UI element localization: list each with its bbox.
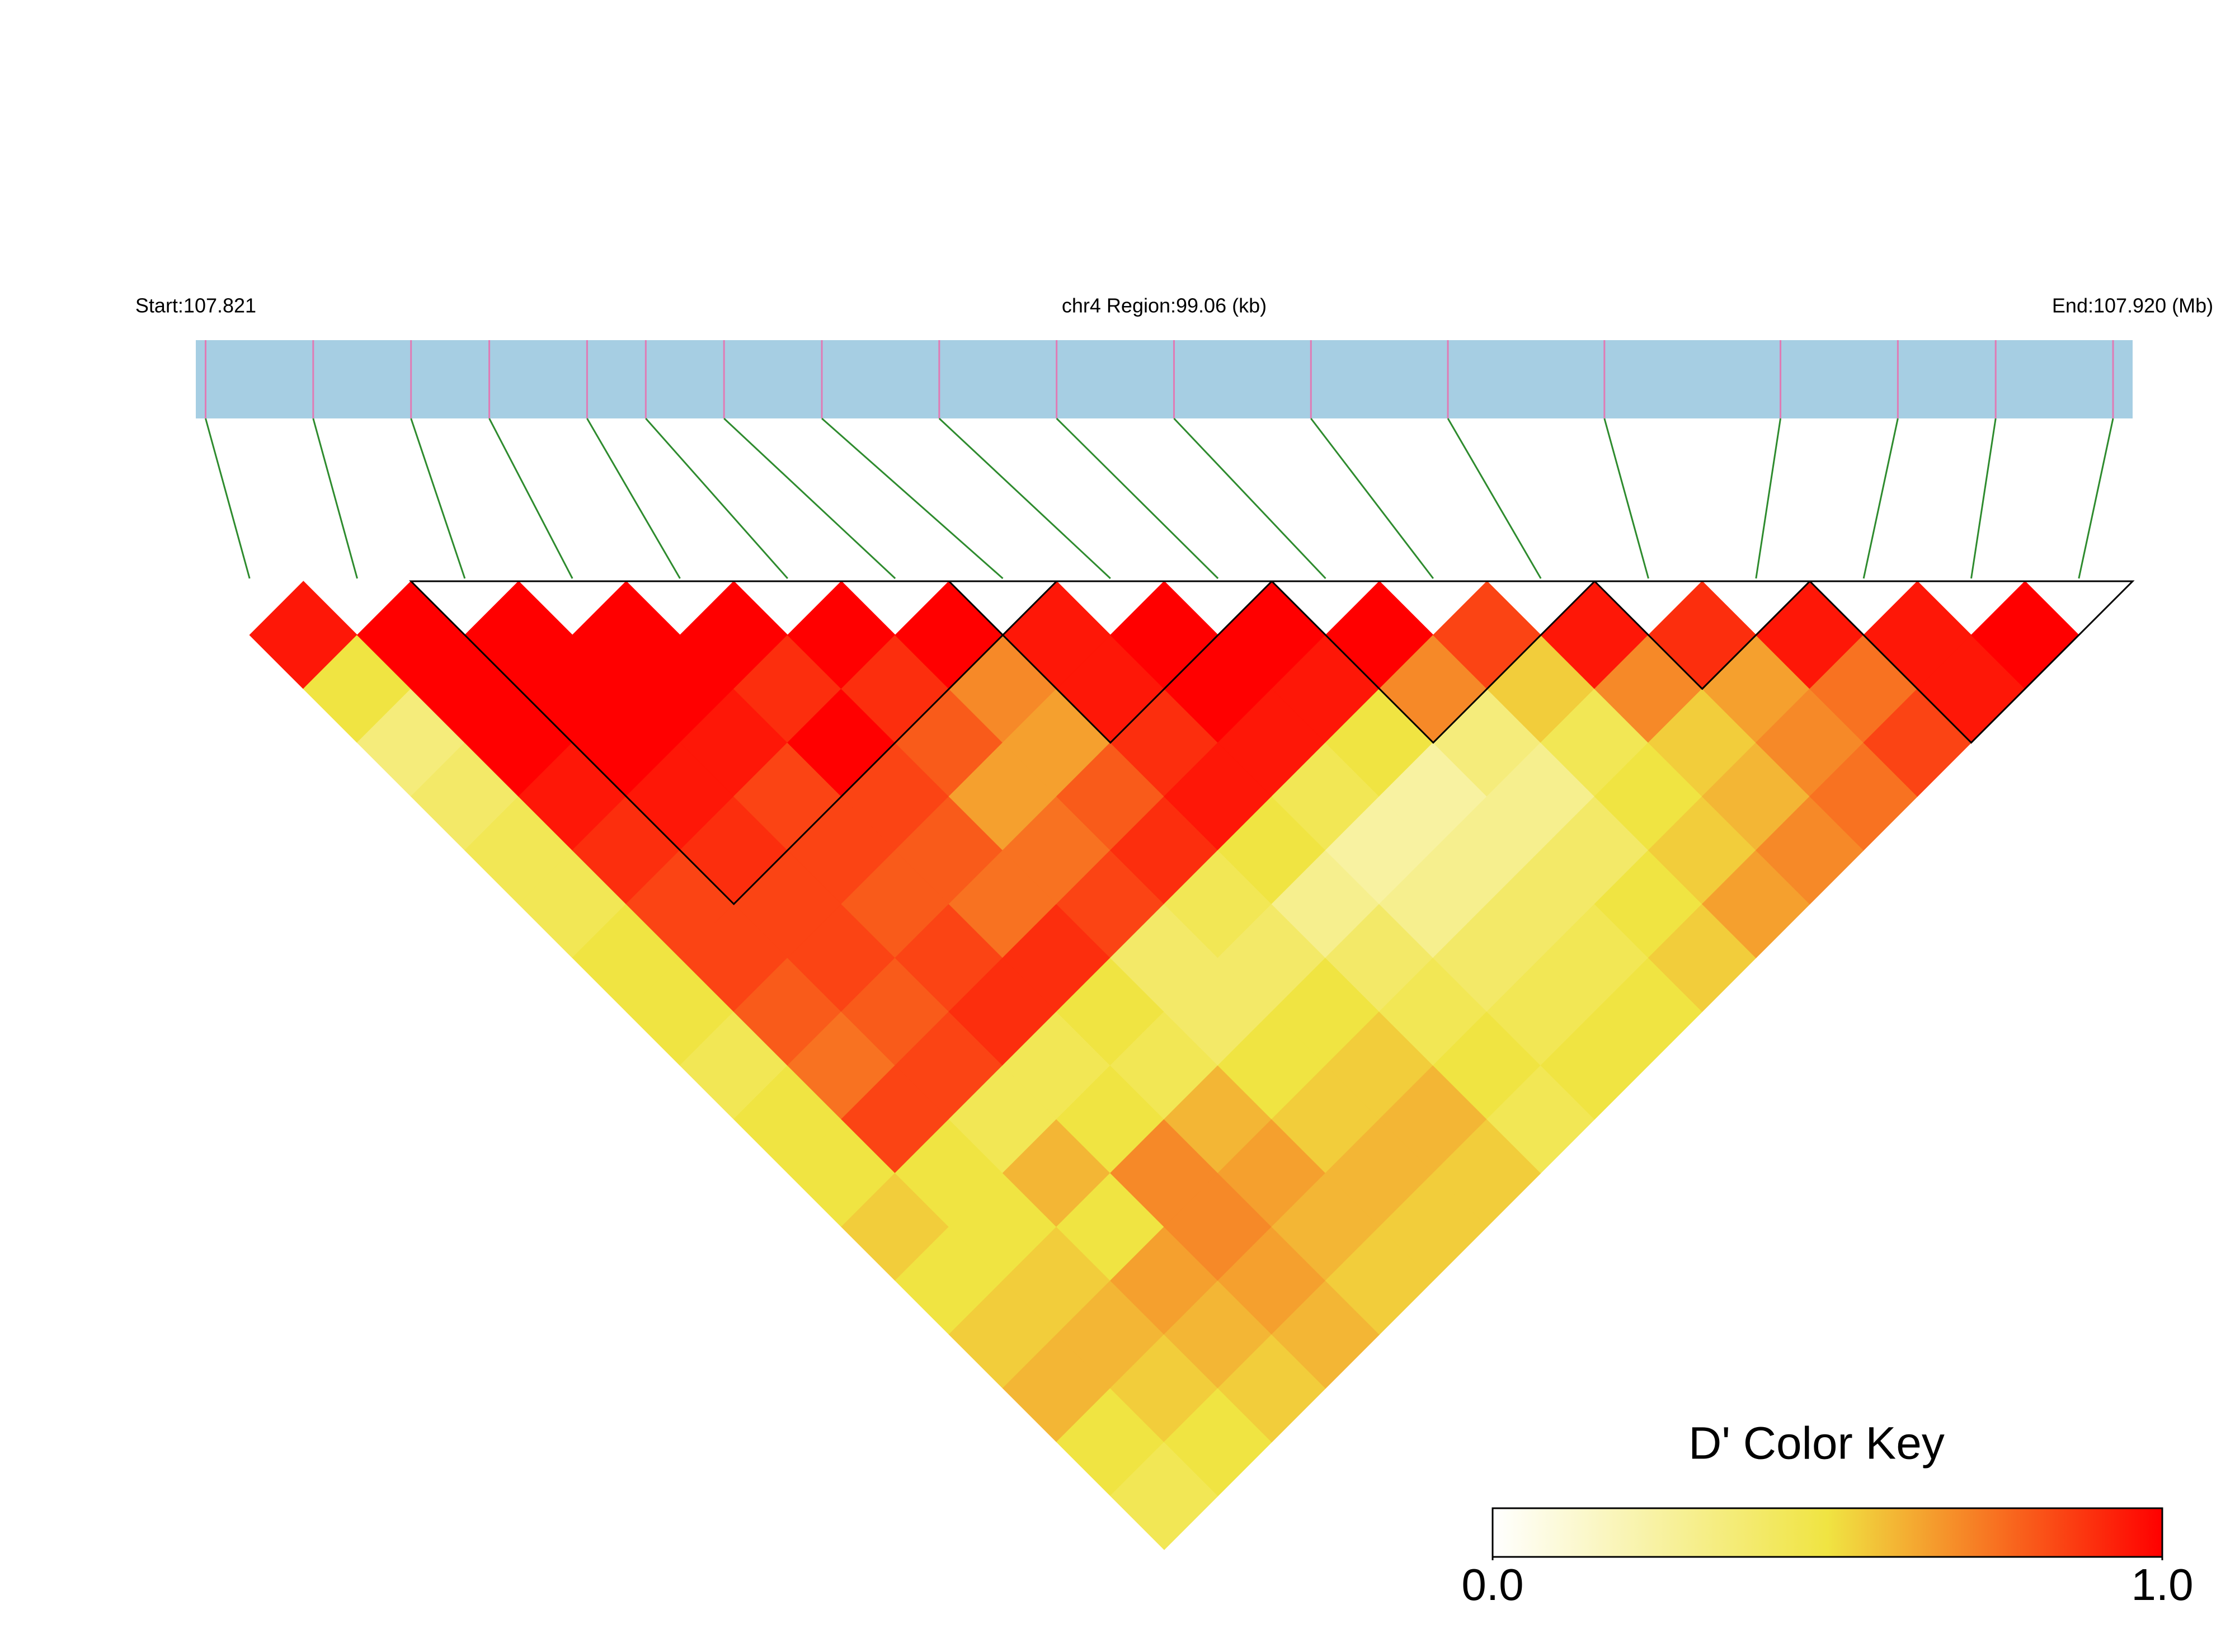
region-label: chr4 Region:99.06 (kb) [1062,294,1267,317]
ld-block-outline [409,580,1059,906]
colorbar-tick-label: 1.0 [2131,1560,2193,1609]
snp-connector [723,417,896,580]
snp-connector [645,418,788,579]
ld-block-outline [947,580,1274,744]
end-label: End:107.920 (Mb) [2052,294,2213,317]
ld-block-outline [1592,580,1812,690]
snp-connector [2078,418,2114,579]
snp-connector [1603,418,1649,579]
colorbar-title: D' Color Key [1688,1418,1945,1469]
colorbar [1491,1507,2163,1558]
snp-connector [1173,417,1326,580]
snp-connector [1310,418,1434,579]
region-bar [196,340,2133,418]
snp-connector [205,418,251,579]
snp-connector [1056,417,1219,580]
snp-connector [1862,418,1899,579]
snp-connector [1970,418,1997,579]
snp-connector [312,418,358,579]
snp-connector [821,417,1004,580]
start-label: Start:107.821 [135,294,256,317]
ld-block-outline [1269,580,1597,744]
snp-connector [410,418,466,579]
snp-connector [1755,418,1782,579]
ld-block-outline [1808,580,2135,744]
snp-connector [488,418,573,579]
snp-connector [586,418,681,579]
snp-connector [938,417,1111,580]
snp-connector [1447,418,1542,579]
colorbar-tick-label: 0.0 [1461,1560,1523,1609]
